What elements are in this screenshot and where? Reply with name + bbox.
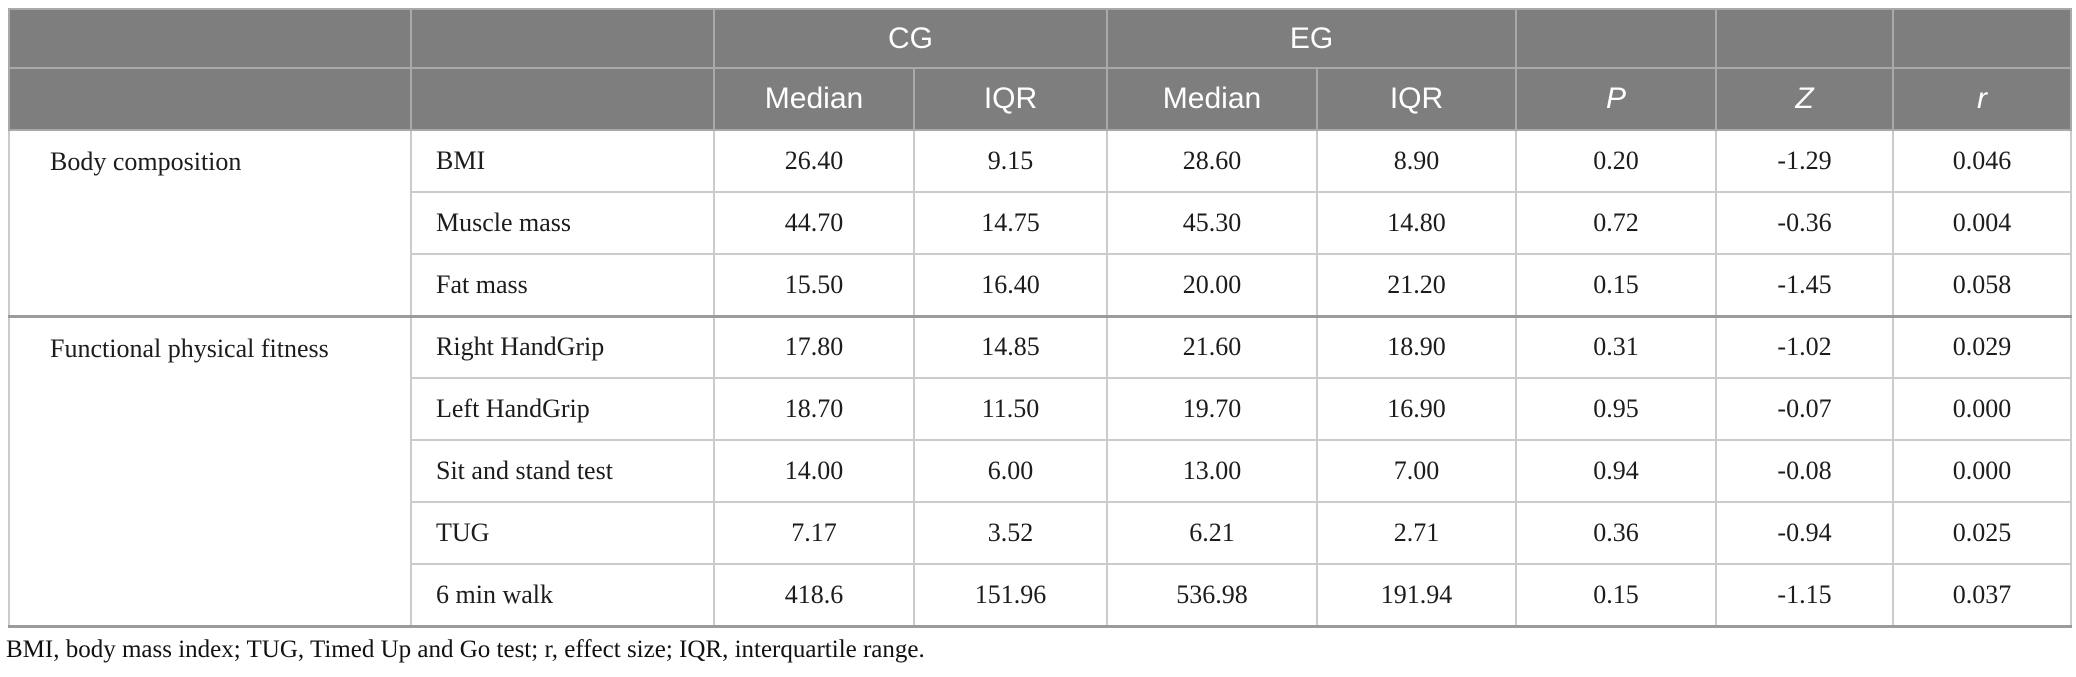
measure-cell: Sit and stand test xyxy=(410,439,715,503)
value-cell: 18.70 xyxy=(713,377,915,441)
value-cell: 17.80 xyxy=(713,314,915,379)
value-cell: 19.70 xyxy=(1106,377,1318,441)
header-sub-row: Median IQR Median IQR P Z r xyxy=(8,67,2073,131)
value-cell: 8.90 xyxy=(1315,129,1518,193)
measure-cell: TUG xyxy=(410,501,715,565)
table-row: Muscle mass 44.70 14.75 45.30 14.80 0.72 -0.36… xyxy=(9,191,2073,255)
value-cell: 6.21 xyxy=(1106,501,1318,565)
header-spacer-measure xyxy=(410,8,715,69)
table-row: 6 min walk 418.6 151.96 536.98 191.94 0.15 -1.… xyxy=(9,563,2073,627)
value-cell: 16.90 xyxy=(1315,377,1518,441)
value-cell: 21.20 xyxy=(1315,253,1518,317)
header-group-eg: EG xyxy=(1105,8,1518,69)
value-cell: -0.36 xyxy=(1715,191,1895,255)
value-cell: 21.60 xyxy=(1106,314,1318,379)
header-cg-median: Median xyxy=(713,67,915,131)
value-cell: 2.71 xyxy=(1315,501,1518,565)
value-cell: 18.90 xyxy=(1315,314,1518,379)
table-row: Sit and stand test 14.00 6.00 13.00 7.00 0.94… xyxy=(9,439,2073,503)
header-eg-iqr: IQR xyxy=(1315,67,1518,131)
value-cell: 0.037 xyxy=(1892,563,2073,627)
table-row: Functional physical fitness Right HandGri… xyxy=(8,314,2073,627)
value-cell: 0.20 xyxy=(1515,129,1718,193)
measure-cell: Fat mass xyxy=(410,253,715,317)
measure-cell: Right HandGrip xyxy=(410,314,715,379)
measure-cell: 6 min walk xyxy=(410,563,715,627)
table-row: Body composition BMI 26.40 9.15 28.60 8.90 0.2… xyxy=(8,129,2073,317)
value-cell: 3.52 xyxy=(913,501,1108,565)
table-row: TUG 7.17 3.52 6.21 2.71 0.36 -0.94 0.025 xyxy=(9,501,2073,565)
results-table: CG EG Median IQR Median IQR P Z r Body c… xyxy=(8,8,2073,628)
table-row: Left HandGrip 18.70 11.50 19.70 16.90 0.95 -0.… xyxy=(9,377,2073,441)
value-cell: 418.6 xyxy=(713,563,915,627)
header-spacer-category-2 xyxy=(8,67,412,131)
value-cell: 0.025 xyxy=(1892,501,2073,565)
value-cell: 6.00 xyxy=(913,439,1108,503)
value-cell: 0.15 xyxy=(1515,563,1718,627)
value-cell: -1.15 xyxy=(1715,563,1895,627)
value-cell: 9.15 xyxy=(913,129,1108,193)
value-cell: -0.07 xyxy=(1715,377,1895,441)
value-cell: 0.94 xyxy=(1515,439,1718,503)
value-cell: 0.000 xyxy=(1892,377,2073,441)
value-cell: 14.85 xyxy=(913,314,1108,379)
value-cell: 151.96 xyxy=(913,563,1108,627)
table-footnote: BMI, body mass index; TUG, Timed Up and … xyxy=(6,636,925,663)
value-cell: 14.75 xyxy=(913,191,1108,255)
measure-cell: BMI xyxy=(410,129,715,193)
header-eg-median: Median xyxy=(1106,67,1318,131)
value-cell: 0.029 xyxy=(1892,314,2073,379)
header-spacer-r xyxy=(1892,8,2073,69)
table-header: CG EG Median IQR Median IQR P Z r xyxy=(8,8,2073,131)
value-cell: 15.50 xyxy=(713,253,915,317)
value-cell: 191.94 xyxy=(1315,563,1518,627)
value-cell: -1.02 xyxy=(1715,314,1895,379)
header-group-row: CG EG xyxy=(8,8,2073,69)
value-cell: 28.60 xyxy=(1106,129,1318,193)
category-cell: Body composition xyxy=(8,129,412,317)
value-cell: 13.00 xyxy=(1106,439,1318,503)
header-group-cg: CG xyxy=(713,8,1108,69)
value-cell: 0.95 xyxy=(1515,377,1718,441)
header-cg-iqr: IQR xyxy=(913,67,1108,131)
value-cell: 0.000 xyxy=(1892,439,2073,503)
value-cell: 0.004 xyxy=(1892,191,2073,255)
category-cell: Functional physical fitness xyxy=(8,314,412,627)
value-cell: 16.40 xyxy=(913,253,1108,317)
value-cell: 0.058 xyxy=(1892,253,2073,317)
header-spacer-category xyxy=(8,8,412,69)
value-cell: 7.17 xyxy=(713,501,915,565)
header-r: r xyxy=(1892,67,2073,131)
value-cell: 536.98 xyxy=(1106,563,1318,627)
value-cell: 26.40 xyxy=(713,129,915,193)
value-cell: -1.45 xyxy=(1715,253,1895,317)
value-cell: 14.00 xyxy=(713,439,915,503)
value-cell: -0.08 xyxy=(1715,439,1895,503)
value-cell: 7.00 xyxy=(1315,439,1518,503)
table-row: Fat mass 15.50 16.40 20.00 21.20 0.15 -1.45 0.0… xyxy=(9,253,2073,317)
header-z: Z xyxy=(1715,67,1895,131)
measure-cell: Muscle mass xyxy=(410,191,715,255)
value-cell: 0.15 xyxy=(1515,253,1718,317)
value-cell: 14.80 xyxy=(1315,191,1518,255)
header-spacer-z xyxy=(1715,8,1895,69)
value-cell: 44.70 xyxy=(713,191,915,255)
header-p: P xyxy=(1515,67,1718,131)
value-cell: -1.29 xyxy=(1715,129,1895,193)
header-spacer-measure-2 xyxy=(410,67,715,131)
value-cell: -0.94 xyxy=(1715,501,1895,565)
value-cell: 45.30 xyxy=(1106,191,1318,255)
value-cell: 0.31 xyxy=(1515,314,1718,379)
value-cell: 0.36 xyxy=(1515,501,1718,565)
value-cell: 0.046 xyxy=(1892,129,2073,193)
value-cell: 20.00 xyxy=(1106,253,1318,317)
value-cell: 11.50 xyxy=(913,377,1108,441)
measure-cell: Left HandGrip xyxy=(410,377,715,441)
header-spacer-p xyxy=(1515,8,1718,69)
table-body: Body composition BMI 26.40 9.15 28.60 8.90 0.2… xyxy=(8,129,2073,627)
value-cell: 0.72 xyxy=(1515,191,1718,255)
